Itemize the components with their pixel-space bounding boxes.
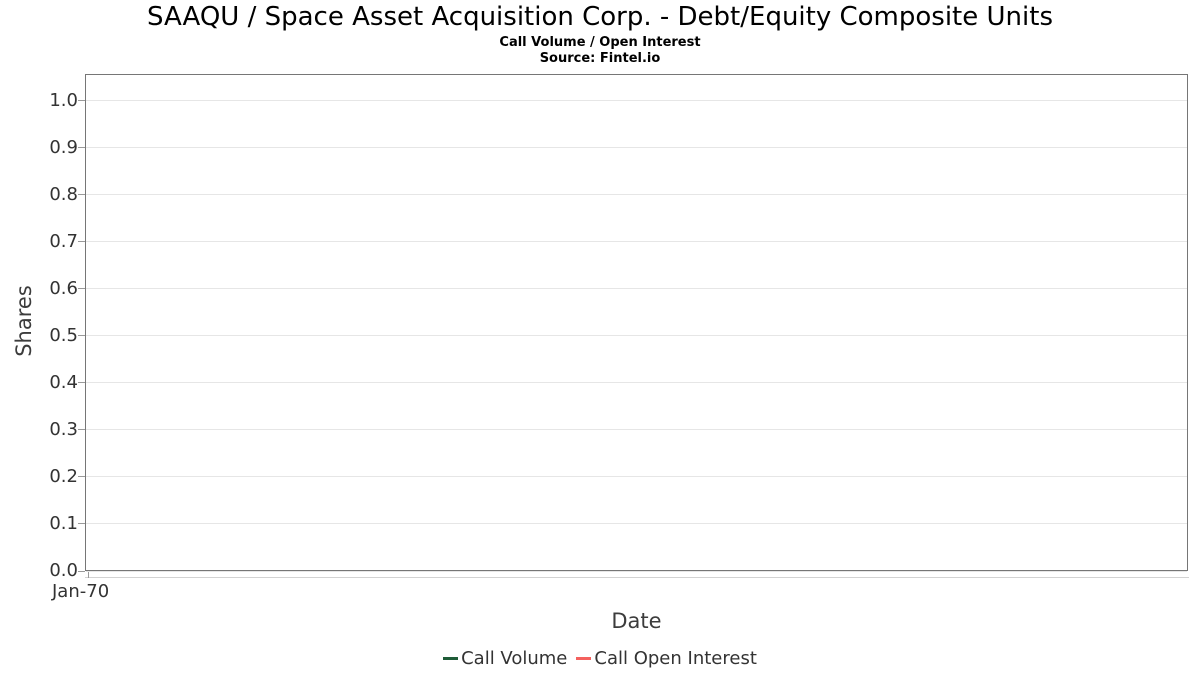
call-open-interest-line-swatch-icon: [576, 657, 592, 660]
legend-item-call-volume[interactable]: Call Volume: [443, 648, 567, 669]
y-tick-mark: [78, 194, 85, 196]
y-tick-label: 0.7: [49, 230, 78, 252]
gridline: [86, 523, 1187, 525]
gridline: [86, 194, 1187, 196]
y-tick-mark: [78, 100, 85, 101]
gridline: [86, 288, 1187, 290]
gridline: [86, 147, 1187, 149]
y-tick-label: 1.0: [49, 89, 78, 111]
x-tick-label: Jan-70: [52, 581, 110, 602]
y-tick-label: 0.4: [49, 371, 78, 393]
y-tick-mark: [78, 288, 85, 290]
y-tick-mark: [78, 335, 85, 337]
y-tick-mark: [78, 523, 85, 525]
legend-item-call-open-interest[interactable]: Call Open Interest: [576, 648, 757, 669]
gridline: [86, 335, 1187, 337]
y-tick-mark: [78, 241, 85, 243]
chart-source-label: Source: Fintel.io: [539, 51, 661, 66]
y-tick-label: 0.2: [49, 465, 78, 487]
x-tick-mark: [88, 572, 89, 578]
plot-area: [85, 74, 1188, 572]
legend-label: Call Volume: [461, 648, 568, 669]
y-tick-mark: [78, 382, 85, 384]
y-tick-label: 0.6: [49, 277, 78, 299]
x-axis-title: Date: [611, 609, 662, 633]
y-tick-mark: [78, 570, 85, 572]
y-tick-mark: [78, 429, 85, 431]
call-volume-line-swatch-icon: [443, 657, 459, 660]
legend-label: Call Open Interest: [594, 648, 757, 669]
y-tick-label: 0.8: [49, 183, 78, 205]
gridline: [86, 476, 1187, 478]
x-axis-line: [85, 577, 1189, 578]
gridline: [86, 100, 1187, 101]
gridline: [86, 241, 1187, 243]
y-tick-mark: [78, 476, 85, 478]
y-tick-label: 0.1: [49, 512, 78, 534]
y-tick-label: 0.3: [49, 418, 78, 440]
gridline: [86, 570, 1187, 572]
y-tick-label: 0.5: [49, 324, 78, 346]
gridline: [86, 429, 1187, 431]
legend: Call Volume Call Open Interest: [0, 648, 1200, 669]
y-tick-mark: [78, 147, 85, 149]
chart-subtitle: Call Volume / Open Interest: [499, 35, 701, 50]
chart-title: SAAQU / Space Asset Acquisition Corp. - …: [147, 2, 1053, 32]
y-tick-label: 0.9: [49, 136, 78, 158]
y-axis-title: Shares: [12, 285, 36, 357]
gridline: [86, 382, 1187, 384]
y-tick-label: 0.0: [49, 560, 78, 581]
